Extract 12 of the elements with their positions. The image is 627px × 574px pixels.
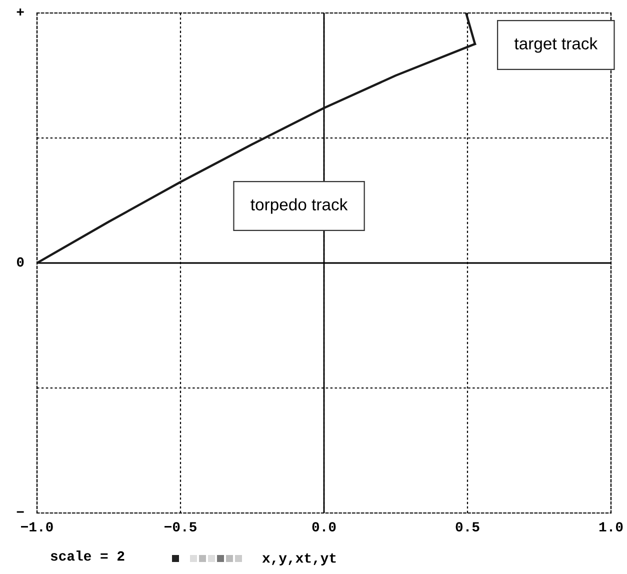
annotation: target track xyxy=(514,37,598,53)
text: + xyxy=(16,8,24,16)
x-tick-label: 0.5 xyxy=(456,522,480,532)
x-tick-label: 0.0 xyxy=(312,522,336,532)
x-tick-label: −0.5 xyxy=(164,522,196,532)
annotation: torpedo track xyxy=(250,198,348,214)
x-tick-label: 1.0 xyxy=(599,522,623,532)
text: 0 xyxy=(16,257,24,267)
x-tick-label: −1.0 xyxy=(21,522,53,532)
text: x,y,xt,yt xyxy=(262,553,336,566)
text: scale = 2 xyxy=(50,550,124,561)
text: − xyxy=(16,511,24,513)
